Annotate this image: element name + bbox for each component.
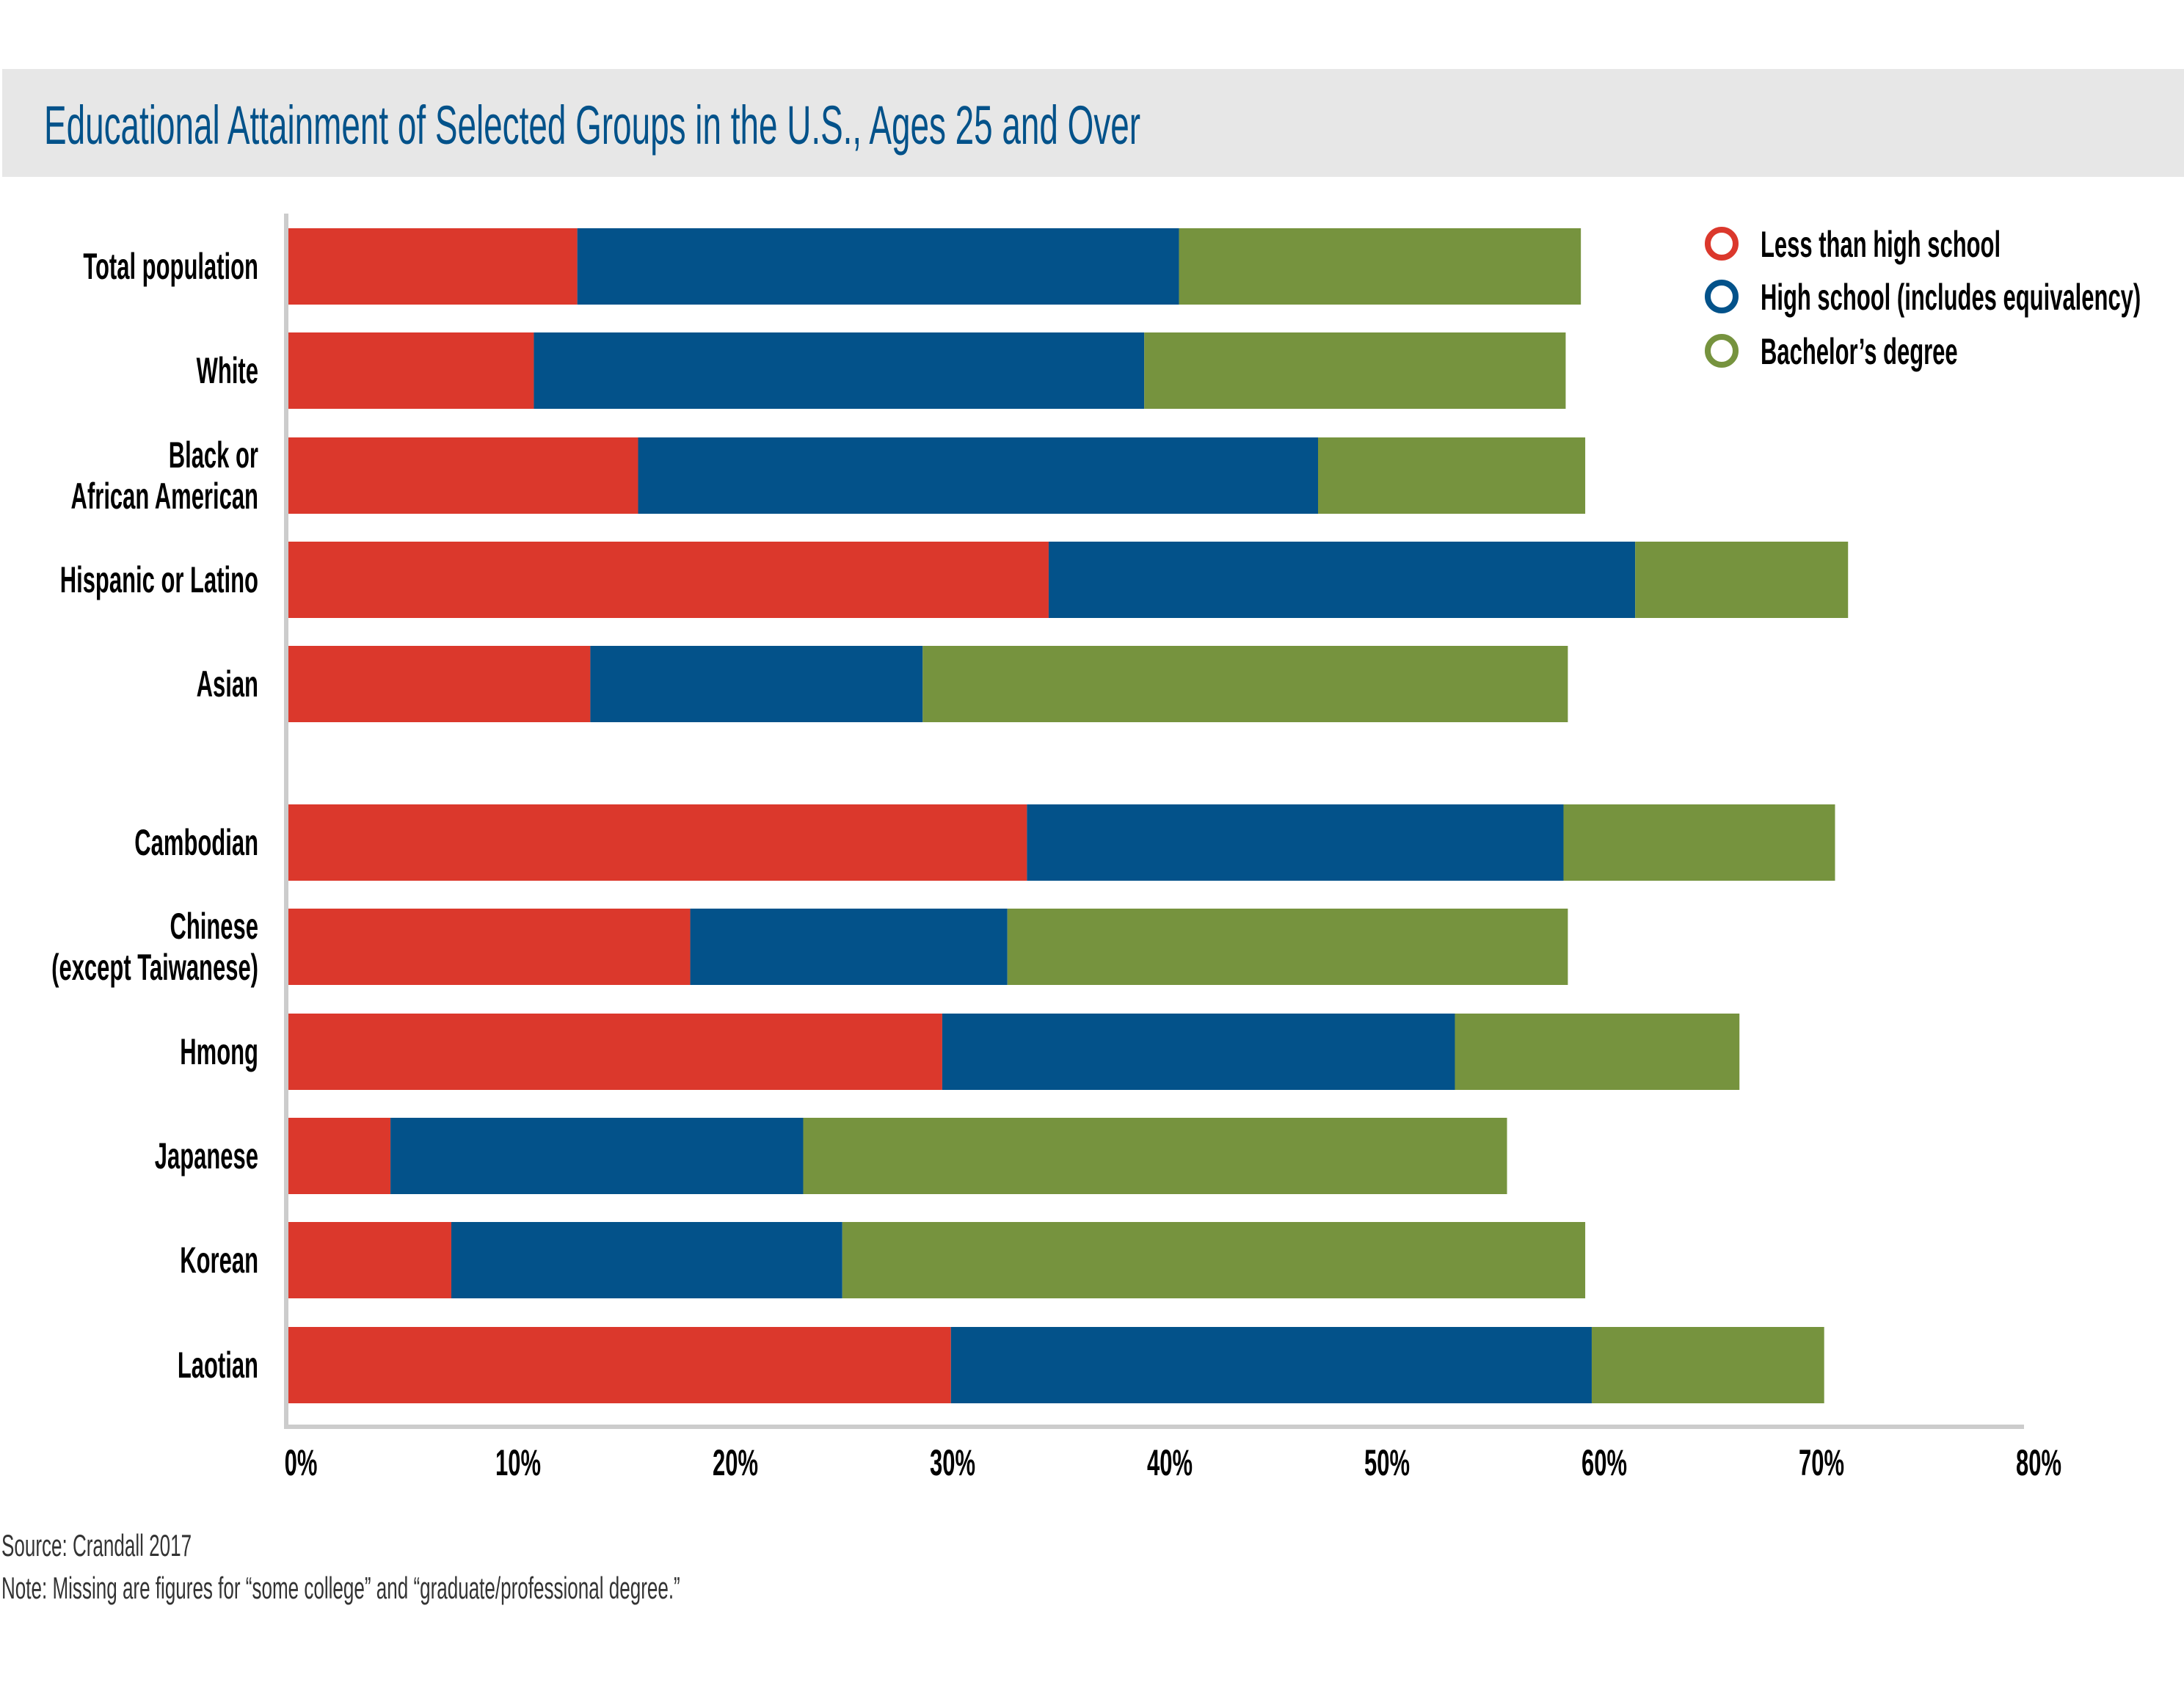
legend-ring-icon — [1705, 280, 1739, 313]
category-label: White — [197, 349, 258, 390]
legend-item: High school (includes equivalency) — [1705, 276, 2141, 318]
bar-segment-bachelor-s-degree — [803, 1118, 1507, 1194]
bar-segment-less-than-high-school — [286, 1327, 951, 1403]
x-tick-label: 50% — [1364, 1441, 1410, 1483]
bar-segment-less-than-high-school — [286, 228, 578, 305]
bar-row — [286, 1222, 1586, 1298]
legend-item: Bachelor’s degree — [1705, 330, 1958, 372]
bar-segment-less-than-high-school — [286, 1222, 451, 1298]
bar-row — [286, 1014, 1740, 1090]
bar-segment-less-than-high-school — [286, 332, 534, 409]
bar-segment-high-school-includes-equivalency — [638, 437, 1318, 514]
category-label: Hmong — [180, 1030, 258, 1072]
x-tick-label: 60% — [1581, 1441, 1627, 1483]
bar-segment-bachelor-s-degree — [842, 1222, 1586, 1298]
bar-segment-bachelor-s-degree — [1144, 332, 1566, 409]
x-axis-ticks: 0% 10% 20% 30% 40% 50% 60% 70% 80% — [285, 1441, 2061, 1483]
bar-row — [286, 909, 1568, 985]
category-label: Japanese — [155, 1135, 258, 1176]
x-tick-label: 40% — [1147, 1441, 1193, 1483]
chart-title: Educational Attainment of Selected Group… — [44, 95, 1140, 156]
bar-segment-bachelor-s-degree — [1179, 228, 1581, 305]
bar-segment-high-school-includes-equivalency — [690, 909, 1008, 985]
x-tick-label: 20% — [713, 1441, 758, 1483]
bar-row — [286, 646, 1568, 722]
bar-segment-high-school-includes-equivalency — [1048, 542, 1636, 618]
bar-segment-less-than-high-school — [286, 542, 1049, 618]
bar-row — [286, 437, 1586, 514]
legend-label: Bachelor’s degree — [1761, 330, 1958, 371]
category-label: African American — [71, 475, 258, 516]
bar-row — [286, 1118, 1507, 1194]
bar-segment-less-than-high-school — [286, 909, 691, 985]
footnote: Note: Missing are figures for “some coll… — [1, 1571, 680, 1606]
x-tick-label: 70% — [1799, 1441, 1844, 1483]
bar-row — [286, 804, 1835, 881]
bar-segment-bachelor-s-degree — [922, 646, 1568, 722]
legend-item: Less than high school — [1705, 223, 2001, 265]
category-label: Hispanic or Latino — [60, 559, 258, 600]
bar-segment-high-school-includes-equivalency — [950, 1327, 1592, 1403]
x-axis-line — [284, 1425, 2024, 1429]
bar-segment-high-school-includes-equivalency — [1027, 804, 1564, 881]
category-label: Cambodian — [134, 821, 258, 862]
x-tick-label: 10% — [495, 1441, 541, 1483]
category-label: Laotian — [178, 1344, 258, 1385]
bar-segment-bachelor-s-degree — [1635, 542, 1849, 618]
bar-segment-bachelor-s-degree — [1591, 1327, 1824, 1403]
bar-segment-high-school-includes-equivalency — [942, 1014, 1455, 1090]
bar-segment-high-school-includes-equivalency — [390, 1118, 804, 1194]
bar-segment-less-than-high-school — [286, 1118, 391, 1194]
x-tick-label: 0% — [285, 1441, 318, 1483]
category-label: Korean — [180, 1239, 258, 1280]
bar-segment-less-than-high-school — [286, 437, 638, 514]
bar-segment-high-school-includes-equivalency — [534, 332, 1145, 409]
bar-segment-bachelor-s-degree — [1007, 909, 1568, 985]
bar-segment-high-school-includes-equivalency — [577, 228, 1179, 305]
legend-ring-icon — [1705, 334, 1739, 368]
category-label: Total population — [83, 245, 258, 286]
source-note: Source: Crandall 2017 — [1, 1529, 192, 1563]
bars-layer — [286, 228, 1849, 1403]
legend-ring-icon — [1705, 227, 1739, 261]
bar-segment-bachelor-s-degree — [1318, 437, 1586, 514]
bar-segment-bachelor-s-degree — [1455, 1014, 1740, 1090]
category-label: Black or — [169, 434, 258, 475]
bar-segment-less-than-high-school — [286, 1014, 942, 1090]
bar-segment-bachelor-s-degree — [1563, 804, 1835, 881]
category-label: (except Taiwanese) — [51, 946, 258, 987]
bar-segment-less-than-high-school — [286, 804, 1027, 881]
y-axis-line — [284, 214, 288, 1429]
bar-segment-high-school-includes-equivalency — [590, 646, 923, 722]
bar-row — [286, 332, 1566, 409]
bar-row — [286, 542, 1849, 618]
category-label: Asian — [197, 663, 258, 704]
x-tick-label: 80% — [2016, 1441, 2061, 1483]
category-label: Chinese — [170, 905, 258, 946]
x-tick-label: 30% — [930, 1441, 975, 1483]
legend-label: Less than high school — [1761, 223, 2001, 264]
bar-row — [286, 228, 1581, 305]
bar-row — [286, 1327, 1824, 1403]
bar-segment-high-school-includes-equivalency — [451, 1222, 842, 1298]
title-band — [2, 69, 2184, 177]
legend-label: High school (includes equivalency) — [1761, 276, 2141, 317]
legend: Less than high school High school (includ… — [1705, 223, 2141, 372]
bar-segment-less-than-high-school — [286, 646, 591, 722]
